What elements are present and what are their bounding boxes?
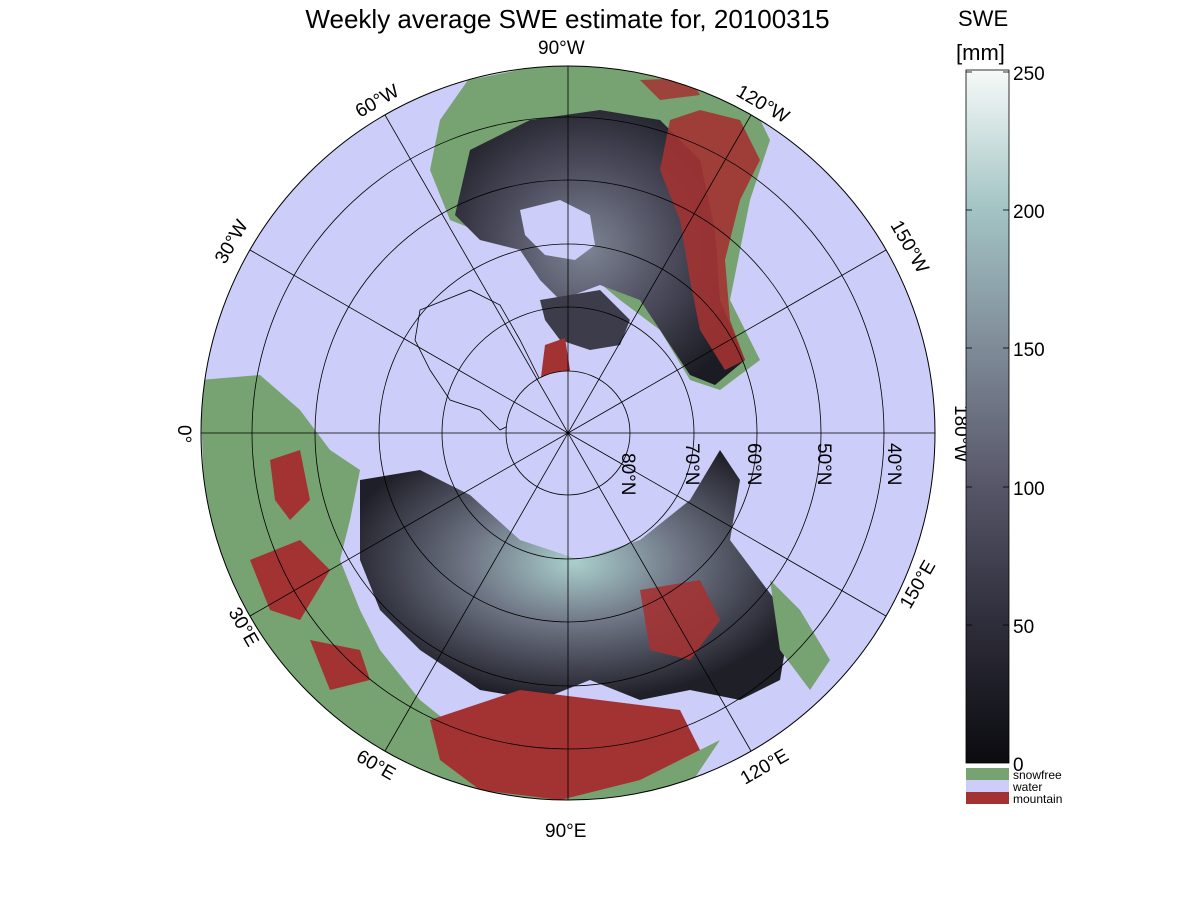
legend-label-mountain: mountain — [1013, 792, 1063, 806]
legend-swatch-snowfree — [966, 768, 1009, 780]
colorbar-unit: [mm] — [956, 40, 1005, 65]
colorbar-tick-label: 200 — [1013, 202, 1045, 223]
scandinavia-mountain — [270, 450, 310, 520]
europe-snowfree — [201, 375, 720, 800]
siberia-mountain — [640, 580, 720, 660]
legend-swatch-mountain — [966, 792, 1009, 804]
alps-mountain — [250, 540, 330, 620]
kamchatka-snowfree — [770, 580, 830, 690]
meridian-label: 90°E — [545, 821, 586, 842]
colorbar-tick-label: 100 — [1013, 479, 1045, 500]
colorbar-title: SWE — [958, 6, 1009, 31]
parallel-label: 40°N — [883, 443, 904, 485]
colorbar-tick-label: 150 — [1013, 340, 1045, 361]
parallel-label: 70°N — [681, 443, 702, 485]
caucasus-mountain — [310, 640, 370, 690]
hudson-bay — [520, 200, 595, 260]
colorbar-tick-label: 0 — [1013, 755, 1024, 776]
himalaya-mountain — [430, 690, 700, 800]
legend-label-water: water — [1013, 780, 1043, 794]
meridian-label: 90°W — [538, 38, 585, 59]
arctic-archipelago — [540, 290, 630, 350]
parallel-label: 80°N — [617, 453, 638, 495]
rockies-mountain — [660, 110, 760, 370]
parallel-label: 60°N — [743, 443, 764, 485]
graticule — [200, 65, 936, 801]
legend-swatch-water — [966, 780, 1009, 792]
legend-label-snowfree: snowfree — [1013, 768, 1062, 782]
meridian-label: 0° — [173, 425, 194, 443]
colorbar-tick-label: 50 — [1013, 617, 1034, 638]
parallel-label: 50°N — [813, 443, 834, 485]
parallel-labels: 40°N 50°N 60°N 70°N 80°N — [617, 443, 904, 495]
map-title: Weekly average SWE estimate for, 2010031… — [305, 4, 830, 34]
colorbar — [965, 69, 1010, 764]
colorbar-tick-label: 250 — [1013, 64, 1045, 85]
colorbar-ticks — [966, 71, 1009, 626]
